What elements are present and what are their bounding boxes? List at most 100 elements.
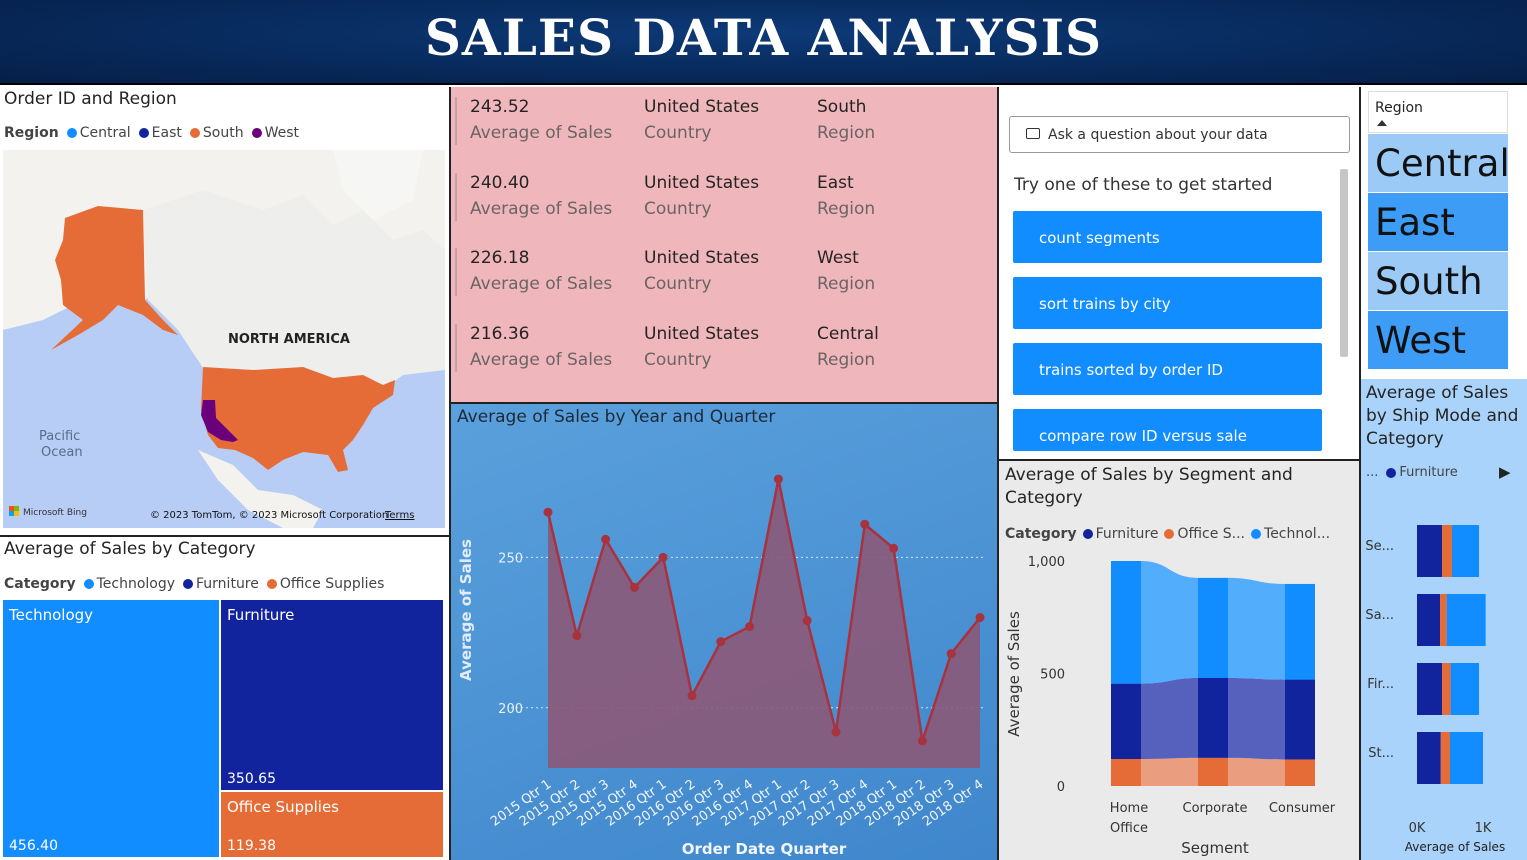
bar-segment xyxy=(1417,663,1443,715)
legend-item-central[interactable]: Central xyxy=(66,125,131,141)
segment-chart-panel: Average of Sales by Segment and Category… xyxy=(999,459,1359,860)
map-terms-link[interactable]: Terms xyxy=(384,510,414,521)
slicer-scrollbar[interactable] xyxy=(1512,134,1518,369)
series-line xyxy=(546,478,981,742)
y-tick-label: St... xyxy=(1368,746,1394,761)
sort-arrow-icon[interactable] xyxy=(1377,120,1387,126)
qa-scrollbar[interactable] xyxy=(1340,169,1348,357)
card-row[interactable]: 216.36 Average of Sales United States Co… xyxy=(455,316,995,382)
segment-chart-legend: Category Furniture Office S... Technol..… xyxy=(1005,526,1330,542)
legend-item-west[interactable]: West xyxy=(251,125,299,141)
region-slicer: Region Central East South West xyxy=(1361,87,1527,379)
card-row[interactable]: 243.52 Average of Sales United States Co… xyxy=(455,89,995,155)
legend-item-technology[interactable]: Technology xyxy=(83,576,175,592)
segment-chart-title: Average of Sales by Segment and Category xyxy=(1005,465,1293,508)
map-title: Order ID and Region xyxy=(4,89,177,109)
qa-suggestion-button[interactable]: compare row ID versus sale xyxy=(1013,409,1322,451)
card-value: 216.36 xyxy=(470,324,530,344)
bar-segment xyxy=(1442,663,1451,715)
bar-segment xyxy=(1417,594,1441,646)
card-region: East xyxy=(817,173,854,193)
legend-item-south[interactable]: South xyxy=(189,125,244,141)
treemap-cell-technology[interactable]: Technology 456.40 xyxy=(3,600,219,857)
y-tick-label: 1,000 xyxy=(1028,555,1065,570)
bar-segment xyxy=(1440,732,1450,784)
slicer-item-west[interactable]: West xyxy=(1368,311,1508,369)
land-mexico xyxy=(198,450,323,528)
legend-item-office-supplies[interactable]: Office Supplies xyxy=(266,576,384,592)
qa-suggestion-button[interactable]: sort trains by city xyxy=(1013,277,1322,329)
qa-prompt: Try one of these to get started xyxy=(1014,175,1273,195)
y-tick-label: 250 xyxy=(498,551,523,566)
map-label-ocean-2: Ocean xyxy=(41,445,83,460)
y-axis-title: Average of Sales xyxy=(457,539,475,681)
region-west xyxy=(201,400,238,442)
y-tick-label: Se... xyxy=(1365,539,1394,554)
region-alaska xyxy=(51,206,178,350)
y-tick-label: 500 xyxy=(1040,668,1065,683)
qa-input[interactable]: Ask a question about your data xyxy=(1009,116,1350,153)
qa-panel: Ask a question about your data Try one o… xyxy=(999,87,1359,459)
bar-segment xyxy=(1285,679,1315,760)
segment-legend-label: Category xyxy=(1005,526,1077,542)
card-row[interactable]: 226.18 Average of Sales United States Co… xyxy=(455,240,995,306)
bar-segment xyxy=(1198,678,1228,758)
bar-segment xyxy=(1111,561,1141,684)
card-region-label: Region xyxy=(817,350,876,370)
area-fill xyxy=(548,479,980,768)
land-canada xyxy=(143,190,445,390)
x-tick-label: 1K xyxy=(1475,821,1492,836)
card-country: United States xyxy=(644,173,760,193)
legend-next-icon[interactable]: ▶ xyxy=(1499,463,1511,481)
card-country-label: Country xyxy=(644,274,712,294)
slicer-item-south[interactable]: South xyxy=(1368,252,1508,310)
card-region: Central xyxy=(817,324,879,344)
data-point xyxy=(658,552,668,562)
slicer-item-central[interactable]: Central xyxy=(1368,134,1510,192)
legend-item-technology[interactable]: Technol... xyxy=(1251,526,1330,542)
ribbon xyxy=(1228,757,1285,786)
card-country: United States xyxy=(644,324,760,344)
bar-segment xyxy=(1285,583,1315,680)
data-point xyxy=(687,691,697,701)
qa-suggestion-button[interactable]: count segments xyxy=(1013,211,1322,263)
segment-chart[interactable]: 0 500 1,000 Home Office Corporate Consumer Segm… xyxy=(999,546,1359,860)
x-axis-title: Order Date Quarter xyxy=(682,840,847,858)
treemap-cell-office-supplies[interactable]: Office Supplies 119.38 xyxy=(221,792,443,857)
dashboard-title: SALES DATA ANALYSIS xyxy=(424,8,1103,67)
legend-item-furniture[interactable]: Furniture xyxy=(1082,526,1158,542)
data-point xyxy=(745,622,755,632)
bar-segment xyxy=(1417,732,1441,784)
card-value-label: Average of Sales xyxy=(470,123,613,143)
qa-suggestion-button[interactable]: trains sorted by order ID xyxy=(1013,343,1322,395)
treemap-cell-furniture[interactable]: Furniture 350.65 xyxy=(221,600,443,790)
data-point xyxy=(601,534,611,544)
slicer-item-east[interactable]: East xyxy=(1368,193,1508,251)
card-region-label: Region xyxy=(817,199,876,219)
card-value: 226.18 xyxy=(470,248,530,268)
card-region: West xyxy=(817,248,859,268)
slicer-title: Region xyxy=(1375,100,1423,116)
card-country-label: Country xyxy=(644,199,712,219)
x-tick-label: Consumer xyxy=(1269,801,1336,816)
card-row[interactable]: 240.40 Average of Sales United States Co… xyxy=(455,165,995,231)
data-point xyxy=(889,543,899,553)
legend-item-furniture[interactable]: Furniture xyxy=(1386,465,1458,480)
y-tick-label: 200 xyxy=(498,702,523,717)
bar-segment xyxy=(1198,757,1228,786)
legend-item-office-supplies[interactable]: Office S... xyxy=(1164,526,1245,542)
legend-item-east[interactable]: East xyxy=(138,125,182,141)
data-point xyxy=(773,474,783,484)
qa-input-placeholder: Ask a question about your data xyxy=(1048,127,1268,143)
card-value-label: Average of Sales xyxy=(470,350,613,370)
treemap-label-technology: Technology xyxy=(9,606,94,624)
treemap-legend: Category Technology Furniture Office Sup… xyxy=(4,576,384,592)
legend-ellipsis[interactable]: ... xyxy=(1366,465,1379,480)
bar-segment xyxy=(1198,577,1228,678)
legend-item-furniture[interactable]: Furniture xyxy=(183,576,259,592)
x-tick-label: 0K xyxy=(1409,821,1426,836)
shipmode-chart[interactable]: Se... Sa... Fir... St... 0K 1K Average of Sale… xyxy=(1361,499,1527,859)
map-label-continent: NORTH AMERICA xyxy=(228,332,350,347)
map-canvas[interactable]: NORTH AMERICA Pacific Ocean Microsoft Bi… xyxy=(3,150,445,528)
